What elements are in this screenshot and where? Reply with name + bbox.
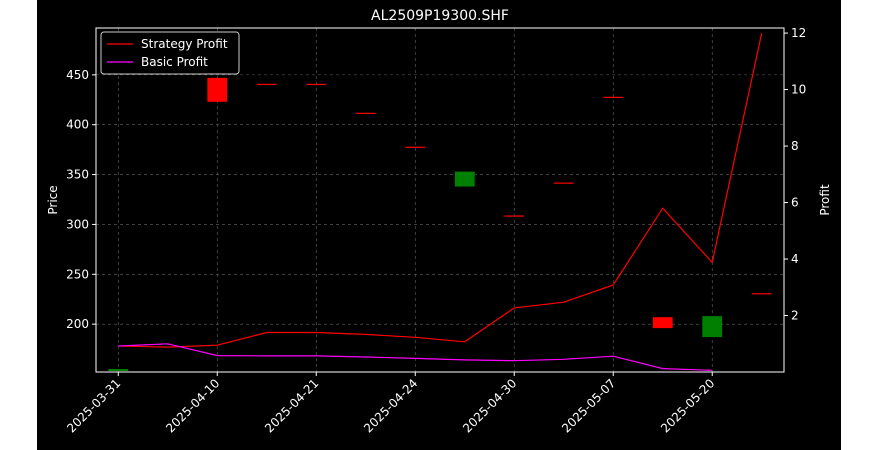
candle — [405, 146, 426, 148]
legend: Strategy Profit Basic Profit — [100, 31, 240, 75]
plot-frame — [95, 27, 785, 373]
price-axis: 200 250 300 350 400 450 — [66, 68, 96, 331]
date-axis: 2025-03-31 2025-04-10 2025-04-21 2025-04-24… — [64, 372, 717, 435]
x-tick-label: 2025-05-20 — [658, 376, 717, 435]
candle — [652, 317, 673, 329]
plot-area-background — [96, 28, 784, 372]
candle — [702, 316, 723, 338]
profit-axis: 2 4 6 8 10 12 — [784, 26, 806, 323]
candle — [504, 215, 525, 217]
y2-tick-label: 12 — [791, 26, 806, 40]
x-tick-label: 2025-04-21 — [262, 376, 321, 435]
chart-title: AL2509P19300.SHF — [371, 8, 509, 24]
y-tick-label: 450 — [66, 68, 89, 82]
legend-label-basic: Basic Profit — [141, 55, 208, 69]
x-tick-label: 2025-04-10 — [163, 376, 222, 435]
legend-label-strategy: Strategy Profit — [141, 37, 228, 51]
y2-axis-label: Profit — [818, 184, 832, 216]
chart-figure: 200 250 300 350 400 450 2 4 6 8 10 12 2025-03-31 20… — [37, 0, 841, 450]
series-line — [118, 32, 763, 348]
x-tick-label: 2025-04-24 — [361, 376, 420, 435]
y2-tick-label: 2 — [791, 309, 799, 323]
series-line — [118, 343, 713, 371]
y-axis-label: Price — [46, 185, 60, 214]
candle — [355, 112, 376, 114]
candle — [603, 96, 624, 98]
y-tick-label: 250 — [66, 267, 89, 281]
candle — [256, 83, 277, 86]
legend-box — [100, 31, 240, 75]
x-tick-label: 2025-03-31 — [64, 376, 123, 435]
candle — [454, 171, 475, 187]
y-tick-label: 400 — [66, 118, 89, 132]
y2-tick-label: 10 — [791, 83, 806, 97]
x-tick-label: 2025-05-07 — [559, 376, 618, 435]
y-tick-label: 300 — [66, 217, 89, 231]
y-tick-label: 200 — [66, 317, 89, 331]
y2-tick-label: 6 — [791, 196, 799, 210]
y-tick-label: 350 — [66, 168, 89, 182]
candle — [108, 369, 129, 372]
x-tick-label: 2025-04-30 — [460, 376, 519, 435]
candle — [553, 182, 574, 184]
grid-lines — [96, 28, 784, 372]
candle — [207, 77, 228, 102]
candle — [751, 293, 772, 295]
y2-tick-label: 8 — [791, 139, 799, 153]
candle — [306, 83, 327, 86]
profit-lines — [118, 32, 763, 371]
y2-tick-label: 4 — [791, 252, 799, 266]
